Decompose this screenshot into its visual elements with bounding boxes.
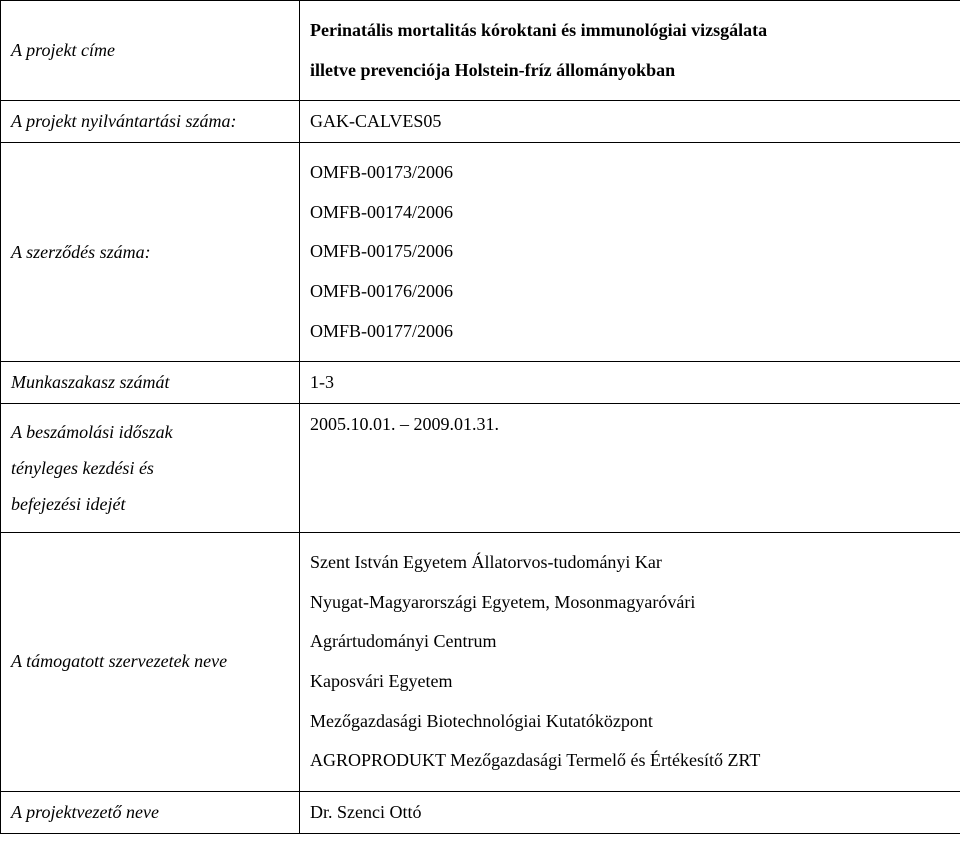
reporting-period-label-l1: A beszámolási időszak: [11, 414, 291, 450]
value-project-leader: Dr. Szenci Ottó: [300, 791, 960, 833]
value-project-reg-no: GAK-CALVES05: [300, 101, 960, 143]
value-contract-no: OMFB-00173/2006 OMFB-00174/2006 OMFB-001…: [300, 143, 960, 362]
org-1: Szent István Egyetem Állatorvos-tudomány…: [310, 543, 960, 583]
row-project-reg-no: A projekt nyilvántartási száma: GAK-CALV…: [1, 101, 960, 143]
reporting-period-label-l2: tényleges kezdési és: [11, 450, 291, 486]
label-project-reg-no: A projekt nyilvántartási száma:: [1, 101, 300, 143]
row-contract-no: A szerződés száma: OMFB-00173/2006 OMFB-…: [1, 143, 960, 362]
label-work-phase: Munkaszakasz számát: [1, 362, 300, 404]
org-2: Nyugat-Magyarországi Egyetem, Mosonmagya…: [310, 583, 960, 623]
project-title-line1: Perinatális mortalitás kóroktani és immu…: [310, 11, 960, 51]
contract-no-1: OMFB-00173/2006: [310, 153, 960, 193]
label-supported-orgs: A támogatott szervezetek neve: [1, 533, 300, 792]
label-reporting-period: A beszámolási időszak tényleges kezdési …: [1, 404, 300, 533]
value-supported-orgs: Szent István Egyetem Állatorvos-tudomány…: [300, 533, 960, 792]
contract-no-5: OMFB-00177/2006: [310, 312, 960, 352]
label-project-title: A projekt címe: [1, 1, 300, 101]
row-work-phase: Munkaszakasz számát 1-3: [1, 362, 960, 404]
value-work-phase: 1-3: [300, 362, 960, 404]
row-supported-orgs: A támogatott szervezetek neve Szent Istv…: [1, 533, 960, 792]
row-reporting-period: A beszámolási időszak tényleges kezdési …: [1, 404, 960, 533]
contract-no-4: OMFB-00176/2006: [310, 272, 960, 312]
label-project-leader: A projektvezető neve: [1, 791, 300, 833]
org-5: Mezőgazdasági Biotechnológiai Kutatóközp…: [310, 702, 960, 742]
project-info-table: A projekt címe Perinatális mortalitás kó…: [0, 0, 960, 834]
value-project-title: Perinatális mortalitás kóroktani és immu…: [300, 1, 960, 101]
label-contract-no: A szerződés száma:: [1, 143, 300, 362]
value-reporting-period: 2005.10.01. – 2009.01.31.: [300, 404, 960, 533]
project-title-line2: illetve prevenciója Holstein-fríz állomá…: [310, 51, 960, 91]
contract-no-3: OMFB-00175/2006: [310, 232, 960, 272]
reporting-period-label-l3: befejezési idejét: [11, 486, 291, 522]
org-6: AGROPRODUKT Mezőgazdasági Termelő és Ért…: [310, 741, 960, 781]
org-4: Kaposvári Egyetem: [310, 662, 960, 702]
contract-no-2: OMFB-00174/2006: [310, 193, 960, 233]
row-project-leader: A projektvezető neve Dr. Szenci Ottó: [1, 791, 960, 833]
org-3: Agrártudományi Centrum: [310, 622, 960, 662]
row-project-title: A projekt címe Perinatális mortalitás kó…: [1, 1, 960, 101]
